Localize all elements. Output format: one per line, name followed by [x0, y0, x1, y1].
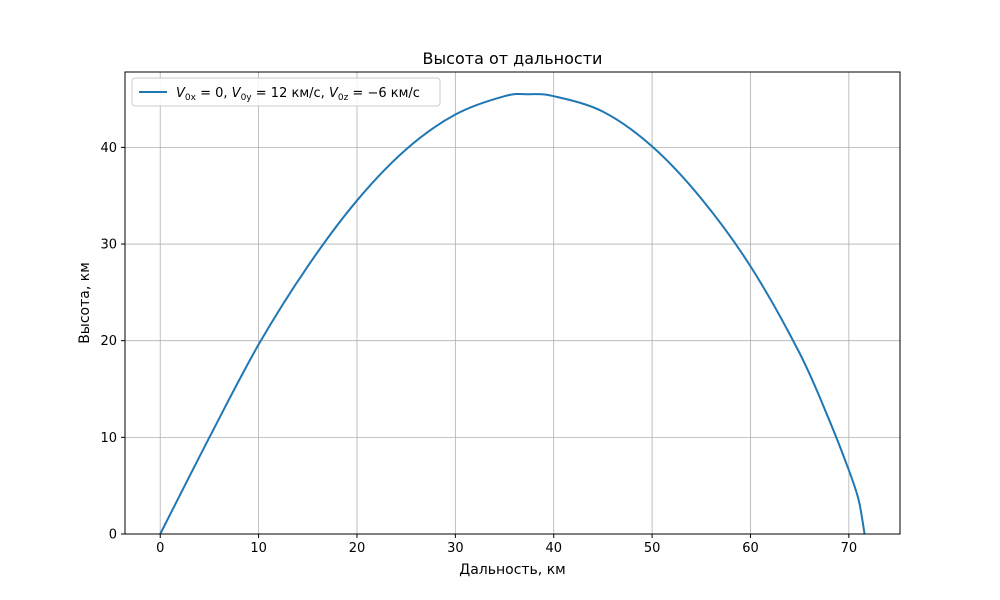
series-layer — [159, 92, 866, 535]
legend-box — [131, 77, 441, 107]
y-tick-label: 40 — [100, 141, 117, 156]
legend: V0x = 0, V0y = 12 км/с, V0z = −6 км/с — [131, 77, 441, 107]
y-tick-label: 10 — [100, 431, 117, 446]
plot-area-frame — [124, 71, 901, 535]
y-tick-label: 20 — [100, 334, 117, 349]
y-tick-label: 30 — [100, 238, 117, 253]
x-tick-label: 40 — [545, 541, 562, 556]
y-axis-label: Высота, км — [77, 262, 93, 344]
x-tick-label: 60 — [742, 541, 759, 556]
legend-label: V0x = 0, V0y = 12 км/с, V0z = −6 км/с — [176, 86, 420, 103]
x-tick-label: 30 — [447, 541, 464, 556]
axis-ticks: 0 10 20 30 40 50 60 70 0 10 20 30 40 — [100, 141, 857, 556]
x-tick-label: 50 — [644, 541, 661, 556]
chart-title: Высота от дальности — [423, 49, 603, 68]
x-tick-label: 70 — [841, 541, 858, 556]
x-tick-label: 10 — [250, 541, 267, 556]
x-tick-label: 20 — [349, 541, 366, 556]
y-tick-label: 0 — [109, 528, 117, 543]
x-axis-label: Дальность, км — [459, 562, 565, 578]
trajectory-line — [159, 92, 866, 535]
x-tick-label: 0 — [156, 541, 164, 556]
